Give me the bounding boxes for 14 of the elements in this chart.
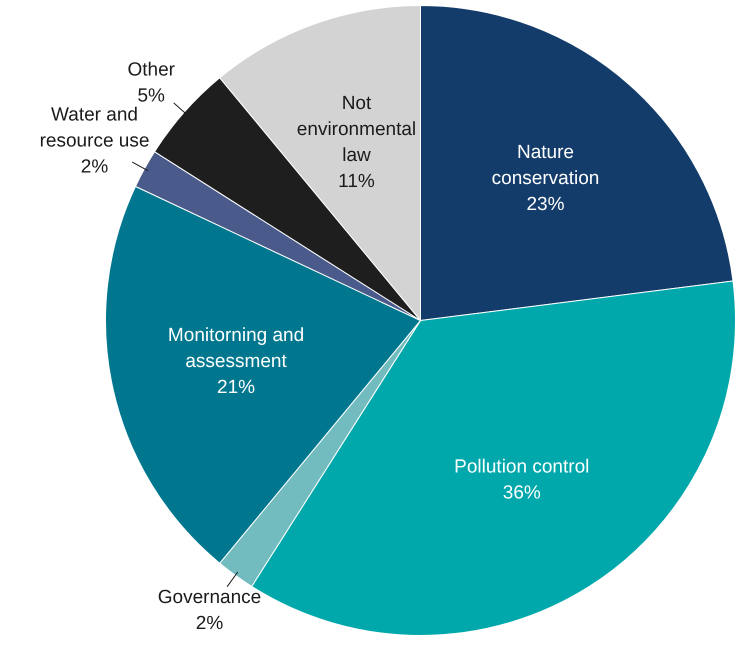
data-label: 2% (80, 156, 108, 178)
slice-label: Not environmental law (296, 92, 416, 166)
slice-label: Monitorning and assessment (168, 324, 304, 372)
data-label: 2% (196, 613, 224, 634)
data-label: 21% (217, 376, 256, 398)
data-label: 11% (338, 170, 375, 192)
data-label: 5% (137, 85, 166, 106)
slice-label: Nature conservation (492, 142, 600, 189)
slice-label: Pollution control (454, 456, 590, 478)
slice-label: Water and resource use (40, 104, 150, 152)
data-label: 36% (502, 482, 541, 504)
data-label: 23% (526, 194, 565, 215)
slice-label: Governance (158, 587, 262, 608)
slice-label: Other (127, 59, 176, 80)
